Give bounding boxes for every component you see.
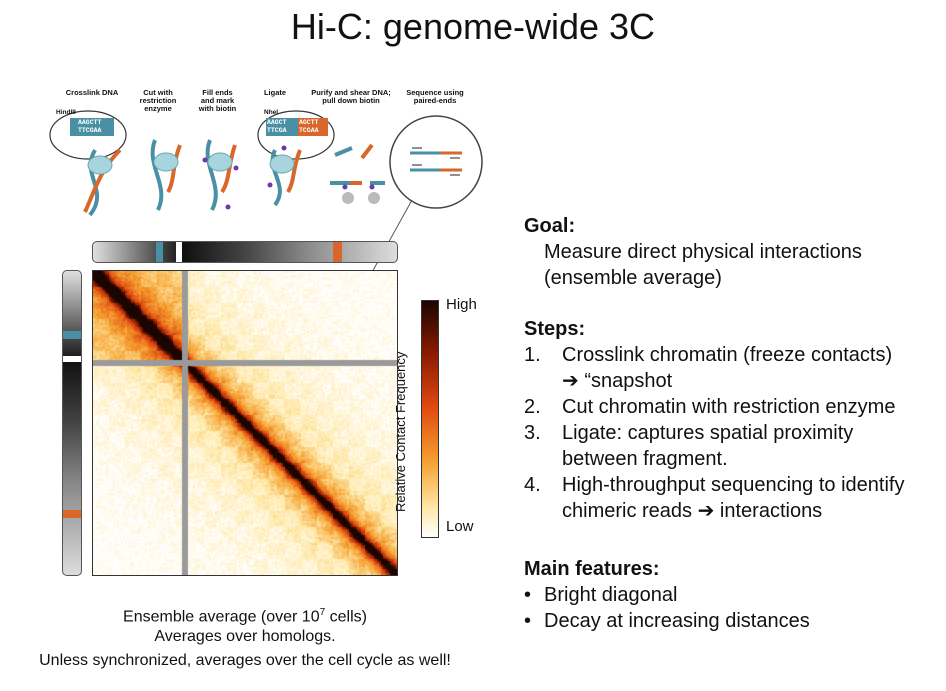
step-item-3-cont: between fragment. xyxy=(562,448,728,470)
goal-section: Goal: Measure direct physical interactio… xyxy=(524,213,862,291)
feature-item-1: • Bright diagonal xyxy=(524,584,678,606)
goal-heading: Goal: xyxy=(524,215,576,237)
goal-line-1: Measure direct physical interactions xyxy=(544,241,862,263)
slide-title: Hi-C: genome-wide 3C xyxy=(290,6,656,47)
step-label-purify: Purify and shear DNA; pull down biotin xyxy=(311,88,391,105)
dna-strand-2a xyxy=(150,139,164,211)
chromosome-band-left-orange xyxy=(63,510,81,518)
dna-strand-4b xyxy=(286,149,302,194)
dna-strand-1a xyxy=(88,148,100,217)
dna-strand-3a xyxy=(205,139,218,211)
features-section: Main features: • Bright diagonal • Decay a… xyxy=(524,556,810,634)
colorbar-high-label: High xyxy=(446,296,477,313)
protein-3 xyxy=(207,152,233,172)
bead-1 xyxy=(342,192,354,204)
dna-strand-4a xyxy=(270,149,282,207)
colorbar-low-label: Low xyxy=(446,518,474,535)
features-heading: Main features: xyxy=(524,558,660,580)
dna-strand-3b xyxy=(220,144,237,194)
colorbar-title: Relative Contact Frequency xyxy=(393,351,408,512)
chromosome-bar-top xyxy=(92,241,398,263)
protein-1 xyxy=(87,155,113,175)
chromosome-band-top-orange xyxy=(333,242,342,262)
feature-item-2: • Decay at increasing distances xyxy=(524,610,810,632)
chromosome-centromere-left xyxy=(63,356,81,362)
chromosome-band-top-teal xyxy=(156,242,163,262)
zoom-circle-6 xyxy=(389,115,483,209)
bead-2 xyxy=(368,192,380,204)
enzyme1-seq-bottom: TTCGAA xyxy=(78,127,102,134)
dna-strand-2b xyxy=(166,144,182,194)
step-label-sequence: Sequence using paired-ends xyxy=(406,88,464,105)
ligated-seq-bottom-a: TTCGA xyxy=(267,127,287,134)
contact-heatmap xyxy=(92,270,398,576)
step-item-2: 2. Cut chromatin with restriction enzyme xyxy=(524,396,896,418)
step-item-4: 4. High-throughput sequencing to identify xyxy=(524,474,905,496)
step-item-3: 3. Ligate: captures spatial proximity xyxy=(524,422,854,444)
enzyme1-seq-top: AAGCTT xyxy=(78,119,102,126)
chromosome-bar-left xyxy=(62,270,82,576)
steps-section: Steps: 1. Crosslink chromatin (freeze con… xyxy=(524,316,904,524)
ligated-seq-bottom-b: TCGAA xyxy=(299,127,319,134)
protein-2 xyxy=(153,152,179,172)
step-label-cut: Cut with restriction enzyme xyxy=(139,88,177,113)
step-label-fill: Fill ends and mark with biotin xyxy=(198,88,237,113)
goal-line-2: (ensemble average) xyxy=(544,267,722,289)
caption-line-3: Unless synchronized, averages over the c… xyxy=(39,652,451,669)
protein-4 xyxy=(269,154,295,174)
chromosome-centromere-top xyxy=(176,242,182,262)
step-item-1: 1. Crosslink chromatin (freeze contacts) xyxy=(524,344,893,366)
step-label-ligate: Ligate xyxy=(263,88,287,97)
enzyme2-name: NheI xyxy=(264,109,279,116)
steps-heading: Steps: xyxy=(524,318,586,340)
enzyme1-name: HindIII xyxy=(56,109,76,116)
ligated-seq-top-a: AAGCT xyxy=(267,119,287,126)
step-item-1-cont: ➔ “snapshot xyxy=(562,370,673,392)
ligated-seq-top-b: AGCTT xyxy=(299,119,319,126)
colorbar xyxy=(421,300,439,538)
step-item-4-cont: chimeric reads ➔ interactions xyxy=(562,500,823,522)
caption-line-1: Ensemble average (over 107 cells) xyxy=(123,607,367,626)
dna-strand-1b xyxy=(83,148,122,213)
caption-line-2: Averages over homologs. xyxy=(154,628,336,645)
chromosome-band-left-teal xyxy=(63,331,81,339)
step-label-crosslink: Crosslink DNA xyxy=(65,88,119,97)
